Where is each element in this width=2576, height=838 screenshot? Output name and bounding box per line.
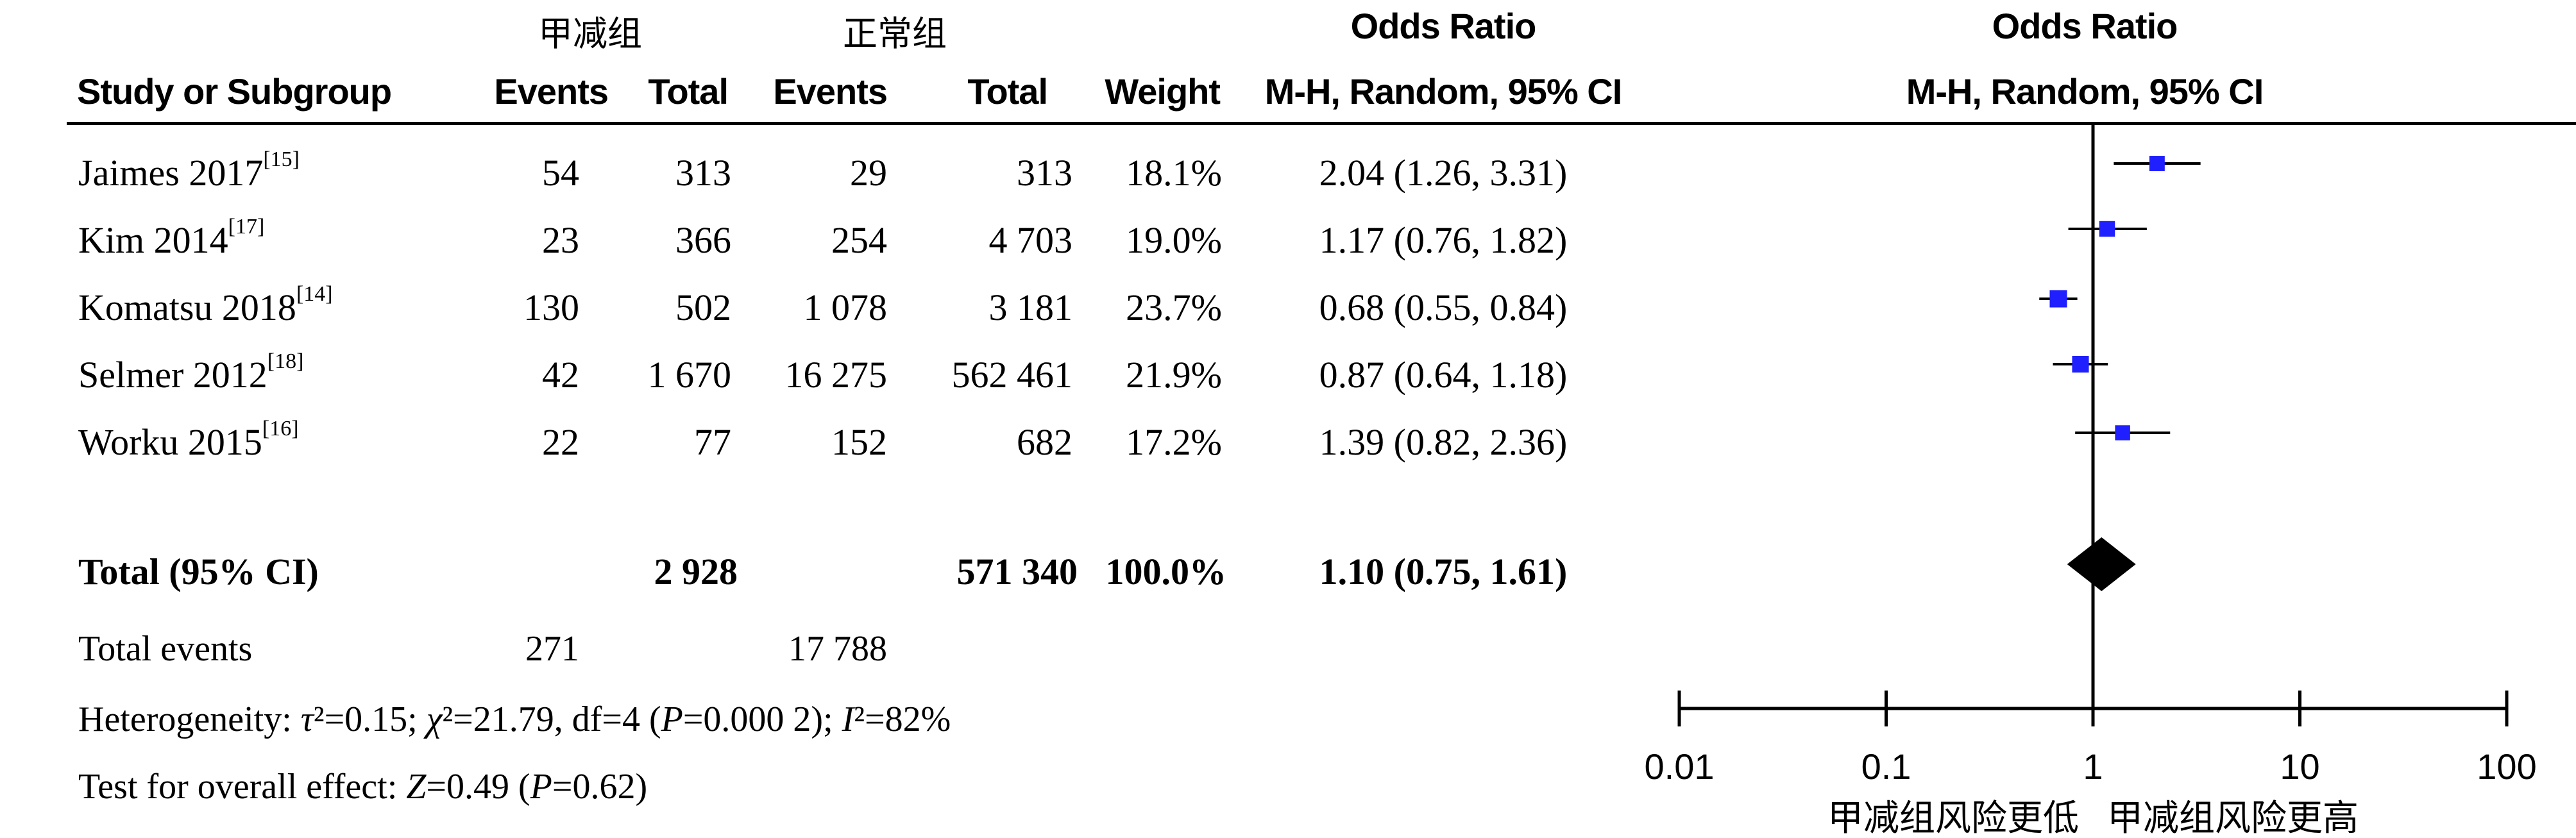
odds-ratio-ci: 1.39 (0.82, 2.36) [1319,421,1568,463]
odds-ratio-ci: 0.87 (0.64, 1.18) [1319,354,1568,396]
weight-value: 19.0% [1126,219,1222,261]
events-control: 16 275 [784,354,888,396]
group-label-experimental: 甲减组 [538,15,642,53]
odds-ratio-ci: 0.68 (0.55, 0.84) [1319,287,1568,328]
total-experimental: 366 [675,219,731,261]
events-experimental: 22 [542,421,579,463]
total-label: Total (95% CI) [78,551,319,592]
x-tick-label: 1 [2083,746,2103,787]
x-tick-label: 100 [2477,746,2536,787]
odds-ratio-plot-header: Odds Ratio [1992,6,2178,46]
events-experimental: 23 [542,219,579,261]
table-row: Kim 2014[17] 23 366 254 4 703 19.0% 1.17… [0,215,1668,270]
effect-marker [2149,156,2165,171]
odds-ratio-table-header: Odds Ratio [1350,6,1537,46]
total-odds-ratio-ci: 1.10 (0.75, 1.61) [1319,551,1568,592]
total-control: 313 [1017,152,1072,194]
weight-value: 23.7% [1126,287,1222,328]
events-experimental: 42 [542,354,579,396]
group-label-control: 正常组 [843,15,947,53]
favours-left-label: 甲减组风险更低 [1827,798,2079,838]
total-experimental: 1 670 [647,354,732,396]
events-experimental: 54 [542,152,579,194]
weight-value: 17.2% [1126,421,1222,463]
total-weight: 100.0% [1105,551,1227,592]
effect-marker [2099,221,2115,237]
study-reference: [17] [228,215,265,239]
study-reference: [14] [296,282,333,306]
effect-marker [2115,425,2130,440]
effect-marker [2049,290,2067,308]
odds-ratio-ci: 2.04 (1.26, 3.31) [1319,152,1568,194]
total-experimental: 502 [675,287,731,328]
table-row: Komatsu 2018[14] 130 502 1 078 3 181 23.… [0,282,1668,337]
column-header-events-control: Events [773,71,888,112]
events-experimental: 130 [523,287,579,328]
table-row: Worku 2015[16] 22 77 152 682 17.2% 1.39 … [0,417,1668,472]
table-row: Selmer 2012[18] 42 1 670 16 275 562 461 … [0,349,1668,405]
pooled-diamond [2067,537,2136,591]
weight-value: 21.9% [1126,354,1222,396]
study-reference: [18] [267,349,304,373]
effect-marker [2072,355,2089,373]
x-tick-label: 0.1 [1861,746,1911,787]
heterogeneity-text: Heterogeneity: τ²=0.15; χ²=21.79, df=4 (… [78,700,951,739]
column-header-total-control: Total [967,71,1048,112]
total-experimental-sum: 2 928 [654,551,738,592]
column-header-method-table: M-H, Random, 95% CI [1264,71,1623,112]
study-name: Komatsu 2018[14] [78,282,333,328]
study-name: Kim 2014[17] [78,215,265,261]
column-header-events-experimental: Events [494,71,609,112]
total-events-experimental: 271 [525,629,579,669]
total-control: 682 [1017,421,1072,463]
total-events-control: 17 788 [788,629,887,669]
header-rule [67,122,2576,125]
total-control: 3 181 [988,287,1073,328]
events-control: 29 [850,152,887,194]
table-row: Jaimes 2017[15] 54 313 29 313 18.1% 2.04… [0,147,1668,203]
events-control: 254 [831,219,887,261]
total-control: 4 703 [988,219,1073,261]
column-header-total-experimental: Total [648,71,729,112]
total-control-sum: 571 340 [956,551,1078,592]
column-header-study: Study or Subgroup [77,71,392,112]
total-experimental: 313 [675,152,731,194]
study-name: Selmer 2012[18] [78,349,304,396]
events-control: 152 [831,421,887,463]
total-control: 562 461 [951,354,1073,396]
total-events-label: Total events [78,629,253,669]
total-experimental: 77 [694,421,731,463]
x-tick-label: 10 [2280,746,2319,787]
favours-right-label: 甲减组风险更高 [2107,798,2359,838]
total-events-row: Total events 271 17 788 [0,628,962,680]
odds-ratio-ci: 1.17 (0.76, 1.82) [1319,219,1568,261]
weight-value: 18.1% [1126,152,1222,194]
column-header-method-plot: M-H, Random, 95% CI [1906,71,2264,112]
events-control: 1 078 [803,287,888,328]
total-row: Total (95% CI) 2 928 571 340 100.0% 1.10… [0,550,1668,601]
study-reference: [15] [263,147,300,171]
column-header-weight: Weight [1105,71,1221,112]
study-reference: [16] [262,417,299,440]
x-tick-label: 0.01 [1645,746,1715,787]
study-name: Jaimes 2017[15] [78,147,300,194]
study-name: Worku 2015[16] [78,417,299,463]
overall-effect-text: Test for overall effect: Z=0.49 (P=0.62) [78,767,648,807]
